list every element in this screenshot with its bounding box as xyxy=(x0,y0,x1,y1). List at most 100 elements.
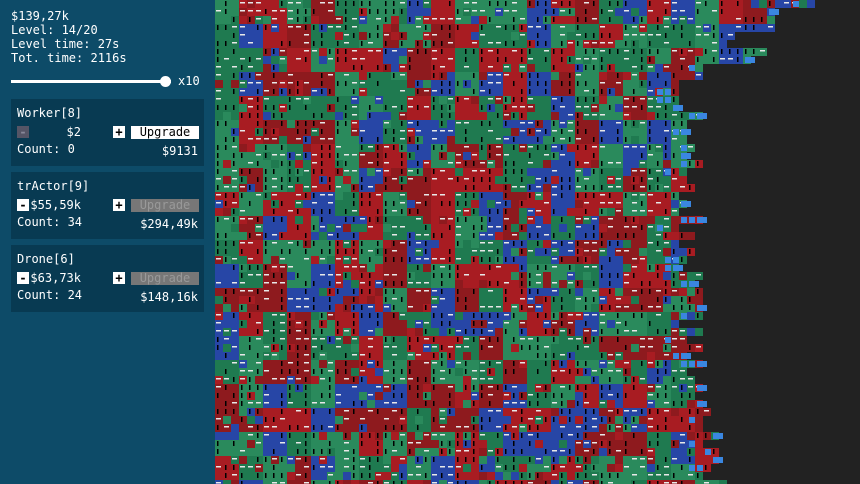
tile-glyph xyxy=(505,329,507,334)
tile xyxy=(439,16,447,24)
tile xyxy=(551,264,559,272)
slider-knob[interactable] xyxy=(160,76,171,87)
tile xyxy=(615,216,623,224)
tile-glyph xyxy=(665,113,667,118)
upgrade-button[interactable]: Upgrade xyxy=(131,272,199,285)
tile xyxy=(407,256,415,264)
tile-glyph xyxy=(489,281,491,286)
tile xyxy=(447,120,455,128)
tile xyxy=(295,56,303,64)
unit-sprite xyxy=(681,201,691,207)
tile xyxy=(359,168,367,176)
tile-glyph xyxy=(529,273,531,278)
plus-button[interactable]: + xyxy=(113,199,125,211)
tile-glyph xyxy=(321,161,323,166)
tile xyxy=(423,192,431,200)
tile xyxy=(247,48,255,56)
tile-glyph xyxy=(400,194,405,196)
tile xyxy=(215,344,223,352)
upgrade-button[interactable]: Upgrade xyxy=(131,126,199,139)
tile xyxy=(711,32,719,40)
tile-glyph xyxy=(321,249,323,254)
tile xyxy=(327,160,335,168)
tile xyxy=(471,112,479,120)
tile-glyph xyxy=(640,162,645,164)
tile xyxy=(343,392,351,400)
upgrade-button[interactable]: Upgrade xyxy=(131,199,199,212)
tile xyxy=(279,120,287,128)
tile xyxy=(607,264,615,272)
tile-glyph xyxy=(528,250,533,252)
plus-button[interactable]: + xyxy=(113,126,125,138)
tile xyxy=(287,392,295,400)
tile xyxy=(543,336,551,344)
tile-glyph xyxy=(401,393,403,398)
tile-glyph xyxy=(552,130,557,132)
minus-button[interactable]: - xyxy=(17,126,29,138)
tile xyxy=(591,296,599,304)
tile xyxy=(703,40,711,48)
tile xyxy=(431,304,439,312)
unit-sprite xyxy=(697,305,707,311)
tile xyxy=(415,104,423,112)
tile xyxy=(327,168,335,176)
tile-glyph xyxy=(425,49,427,54)
tile-glyph xyxy=(665,385,667,390)
tile xyxy=(639,128,647,136)
tile-glyph xyxy=(296,58,301,60)
tile-glyph xyxy=(321,369,323,374)
tile xyxy=(695,16,703,24)
minus-button[interactable]: - xyxy=(17,272,29,284)
tile-glyph xyxy=(432,298,437,300)
tile-glyph xyxy=(432,18,437,20)
tile-glyph xyxy=(417,41,419,46)
tile-glyph xyxy=(281,305,283,310)
tile-glyph xyxy=(360,282,365,284)
tile-glyph xyxy=(521,89,523,94)
tile xyxy=(335,112,343,120)
tile-glyph xyxy=(401,169,403,174)
tile-glyph xyxy=(656,106,661,108)
tile-glyph xyxy=(265,49,267,54)
unit-sprite xyxy=(689,281,699,287)
tile xyxy=(631,216,639,224)
tile-glyph xyxy=(513,97,515,102)
tile-glyph xyxy=(264,346,269,348)
tile xyxy=(543,200,551,208)
tile xyxy=(487,392,495,400)
tile xyxy=(543,80,551,88)
tile xyxy=(503,280,511,288)
tile xyxy=(439,344,447,352)
tile xyxy=(351,144,359,152)
tile xyxy=(263,152,271,160)
tile-glyph xyxy=(305,137,307,142)
tile xyxy=(567,72,575,80)
tile xyxy=(279,264,287,272)
tile-glyph xyxy=(513,145,515,150)
tile xyxy=(479,56,487,64)
tile xyxy=(295,304,303,312)
plus-button[interactable]: + xyxy=(113,272,125,284)
tile-glyph xyxy=(369,193,371,198)
tile xyxy=(679,0,687,8)
tile xyxy=(463,192,471,200)
tile xyxy=(431,112,439,120)
tile xyxy=(447,16,455,24)
unit-sprite xyxy=(689,65,699,71)
speed-slider[interactable] xyxy=(11,80,171,83)
tile xyxy=(319,304,327,312)
minus-button[interactable]: - xyxy=(17,199,29,211)
tile-glyph xyxy=(672,330,677,332)
tile-glyph xyxy=(521,73,523,78)
tile xyxy=(231,136,239,144)
tile xyxy=(215,304,223,312)
tile xyxy=(511,336,519,344)
tile xyxy=(519,48,527,56)
tile xyxy=(343,136,351,144)
tile xyxy=(703,24,711,32)
tile xyxy=(359,312,367,320)
tile xyxy=(455,152,463,160)
tile-glyph xyxy=(585,185,587,190)
tile-glyph xyxy=(312,346,317,348)
